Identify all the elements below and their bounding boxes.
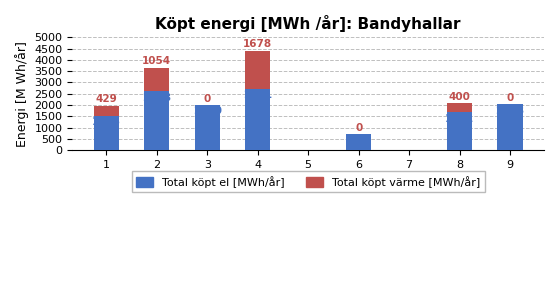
Bar [195,105,220,150]
Bar [144,67,169,91]
Text: 1054: 1054 [143,56,172,66]
Text: 2028: 2028 [495,106,524,116]
Text: 2608: 2608 [143,93,172,103]
Bar [447,103,472,112]
Text: 400: 400 [448,92,471,102]
Bar [498,105,523,150]
Text: 1671: 1671 [445,114,474,124]
Legend: Total köpt el [MWh/år], Total köpt värme [MWh/år]: Total köpt el [MWh/år], Total köpt värme… [131,171,485,192]
Bar [447,112,472,150]
Text: 429: 429 [96,95,117,105]
Bar [94,106,119,116]
Y-axis label: Energi [M Wh/år]: Energi [M Wh/år] [15,41,29,147]
Text: 2731: 2731 [243,90,272,100]
Text: 0: 0 [506,93,514,103]
Bar [94,116,119,150]
Title: Köpt energi [MWh /år]: Bandyhallar: Köpt energi [MWh /år]: Bandyhallar [155,15,461,32]
Bar [245,88,271,150]
Bar [144,91,169,150]
Text: 2000: 2000 [193,106,222,117]
Text: 0: 0 [355,123,362,133]
Text: 0: 0 [203,94,211,104]
Bar [245,51,271,88]
Text: 1535: 1535 [92,117,121,127]
Bar [346,134,371,150]
Text: 1678: 1678 [243,39,272,49]
Text: 697: 697 [348,136,369,146]
